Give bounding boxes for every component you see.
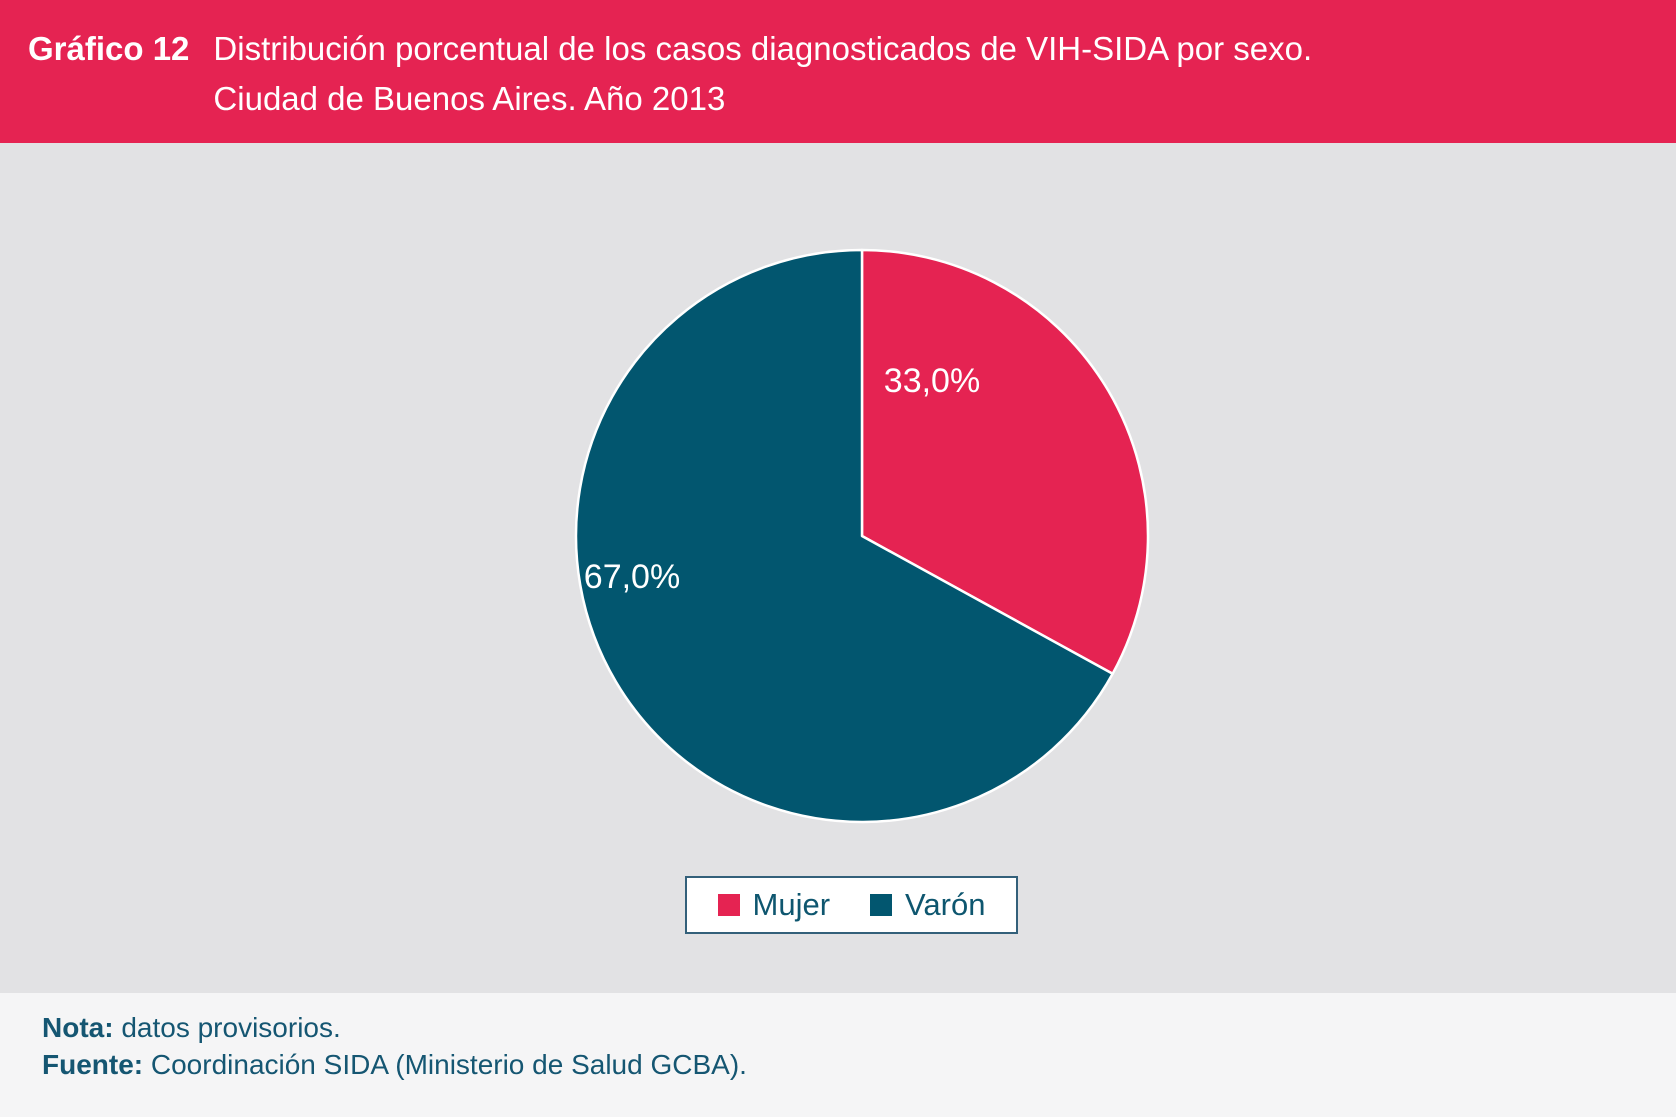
- note-label: Nota:: [42, 1012, 114, 1043]
- chart-header: Gráfico 12 Distribución porcentual de lo…: [0, 0, 1676, 143]
- legend-item-varon: Varón: [870, 887, 985, 923]
- chart-title: Distribución porcentual de los casos dia…: [213, 24, 1312, 124]
- source-text: Coordinación SIDA (Ministerio de Salud G…: [143, 1049, 747, 1080]
- legend-item-mujer: Mujer: [717, 887, 831, 923]
- pie-chart: 33,0% 67,0%: [574, 248, 1150, 824]
- pie-slice-varon: [574, 248, 1114, 824]
- legend-label-varon: Varón: [905, 887, 986, 922]
- pie-slice-mujer: [860, 248, 1150, 676]
- chart-number-label: Gráfico 12: [28, 30, 190, 67]
- note-text: datos provisorios.: [113, 1012, 341, 1043]
- legend: Mujer Varón: [685, 876, 1018, 934]
- chart-area: 33,0% 67,0% Mujer Varón: [0, 143, 1676, 993]
- legend-label-mujer: Mujer: [752, 887, 831, 922]
- chart-title-line1: Distribución porcentual de los casos dia…: [213, 30, 1313, 67]
- chart-title-line2: Ciudad de Buenos Aires. Año 2013: [213, 80, 726, 117]
- legend-swatch-mujer: [717, 894, 740, 916]
- source-label: Fuente:: [42, 1049, 144, 1080]
- source-line: Fuente: Coordinación SIDA (Ministerio de…: [42, 1046, 1676, 1083]
- chart-footnotes: Nota: datos provisorios. Fuente: Coordin…: [0, 993, 1676, 1117]
- slice-value-label: 67,0%: [584, 558, 680, 596]
- legend-swatch-varon: [870, 894, 893, 916]
- slice-value-label: 33,0%: [884, 362, 980, 400]
- note-line: Nota: datos provisorios.: [42, 1009, 1676, 1046]
